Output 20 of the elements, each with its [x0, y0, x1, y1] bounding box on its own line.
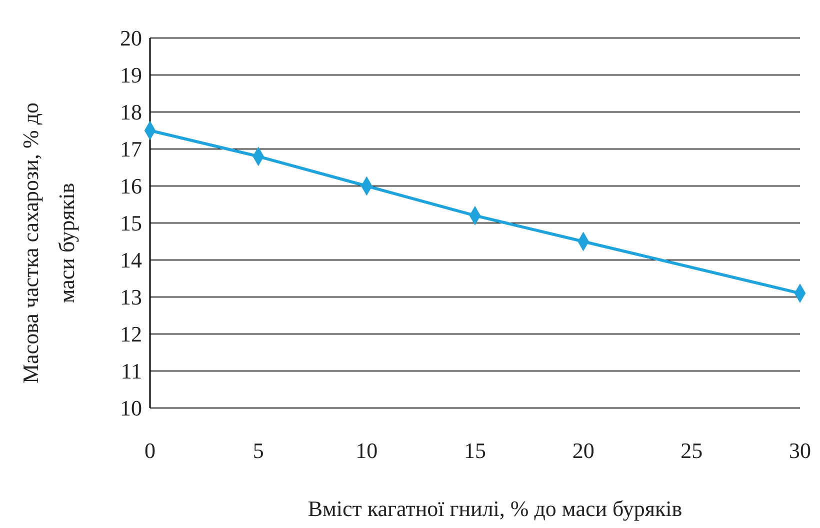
- y-tick-label: 20: [120, 26, 142, 50]
- y-tick-label: 18: [120, 100, 142, 124]
- y-tick-label: 11: [120, 358, 142, 384]
- y-tick-label: 13: [120, 284, 142, 310]
- x-tick-label: 20: [572, 438, 594, 463]
- y-tick-label: 17: [120, 136, 142, 162]
- x-tick-label: 5: [252, 438, 264, 463]
- x-tick-label: 30: [789, 438, 811, 463]
- y-tick-label: 10: [120, 396, 142, 420]
- x-axis-title: Вміст кагатної гнилі, % до маси буряків: [308, 496, 682, 521]
- x-tick-label: 10: [356, 438, 378, 463]
- y-tick-label: 12: [120, 322, 142, 346]
- x-tick-label: 15: [464, 438, 486, 463]
- x-tick-label: 0: [144, 438, 156, 463]
- y-tick-label: 16: [120, 174, 142, 198]
- y-tick-label: 15: [120, 210, 142, 236]
- y-tick-label: 19: [120, 62, 142, 88]
- x-tick-label: 25: [680, 438, 703, 463]
- y-axis-title: Масова частка сахарози, % до маси буряків: [18, 102, 79, 384]
- y-tick-label: 14: [120, 248, 142, 272]
